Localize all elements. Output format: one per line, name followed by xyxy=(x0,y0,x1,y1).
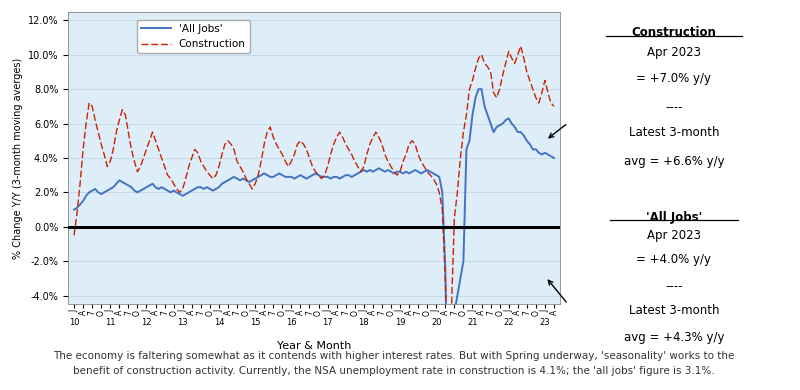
Text: 15: 15 xyxy=(250,318,260,327)
Text: = +4.0% y/y: = +4.0% y/y xyxy=(637,253,711,266)
Construction xyxy=(70,233,79,238)
'All Jobs' xyxy=(335,176,345,181)
Text: 23: 23 xyxy=(539,318,550,327)
Construction xyxy=(516,44,526,48)
'All Jobs' xyxy=(465,138,474,143)
Text: 21: 21 xyxy=(467,318,478,327)
Construction xyxy=(166,176,175,181)
Text: avg = +4.3% y/y: avg = +4.3% y/y xyxy=(624,331,724,344)
Text: avg = +6.6% y/y: avg = +6.6% y/y xyxy=(624,155,724,168)
Line: Construction: Construction xyxy=(74,46,554,382)
'All Jobs' xyxy=(166,190,175,195)
Construction xyxy=(531,96,541,100)
'All Jobs' xyxy=(205,186,214,191)
Text: 13: 13 xyxy=(178,318,188,327)
Text: 20: 20 xyxy=(431,318,442,327)
Construction xyxy=(465,87,474,92)
Text: Apr 2023: Apr 2023 xyxy=(647,229,701,243)
Text: 22: 22 xyxy=(503,318,514,327)
Construction xyxy=(380,152,390,157)
Text: Apr 2023: Apr 2023 xyxy=(647,46,701,59)
Text: 14: 14 xyxy=(214,318,224,327)
'All Jobs' xyxy=(70,207,79,212)
Text: The economy is faltering somewhat as it contends with higher interest rates. But: The economy is faltering somewhat as it … xyxy=(53,351,734,376)
Construction xyxy=(205,173,214,177)
Text: 16: 16 xyxy=(286,318,297,327)
Text: ----: ---- xyxy=(666,280,682,293)
Text: 12: 12 xyxy=(142,318,152,327)
Text: = +7.0% y/y: = +7.0% y/y xyxy=(637,72,711,85)
Construction xyxy=(549,104,558,109)
Text: Latest 3-month: Latest 3-month xyxy=(629,126,719,139)
Text: Latest 3-month: Latest 3-month xyxy=(629,304,719,317)
Line: 'All Jobs': 'All Jobs' xyxy=(74,89,554,390)
Legend: 'All Jobs', Construction: 'All Jobs', Construction xyxy=(137,20,250,53)
'All Jobs' xyxy=(549,156,558,160)
Text: 19: 19 xyxy=(394,318,406,327)
Text: 10: 10 xyxy=(69,318,79,327)
Text: 18: 18 xyxy=(358,318,369,327)
Text: 17: 17 xyxy=(322,318,333,327)
Text: ----: ---- xyxy=(666,101,682,114)
Text: 11: 11 xyxy=(105,318,115,327)
'All Jobs' xyxy=(380,169,390,174)
Text: Construction: Construction xyxy=(631,27,717,39)
'All Jobs' xyxy=(531,147,541,152)
Y-axis label: % Change Y/Y (3-month moving averges): % Change Y/Y (3-month moving averges) xyxy=(14,57,23,259)
'All Jobs' xyxy=(474,87,483,92)
Construction xyxy=(443,379,453,384)
X-axis label: Year & Month: Year & Month xyxy=(277,340,351,351)
Text: 'All Jobs': 'All Jobs' xyxy=(646,211,702,224)
Construction xyxy=(335,130,345,135)
